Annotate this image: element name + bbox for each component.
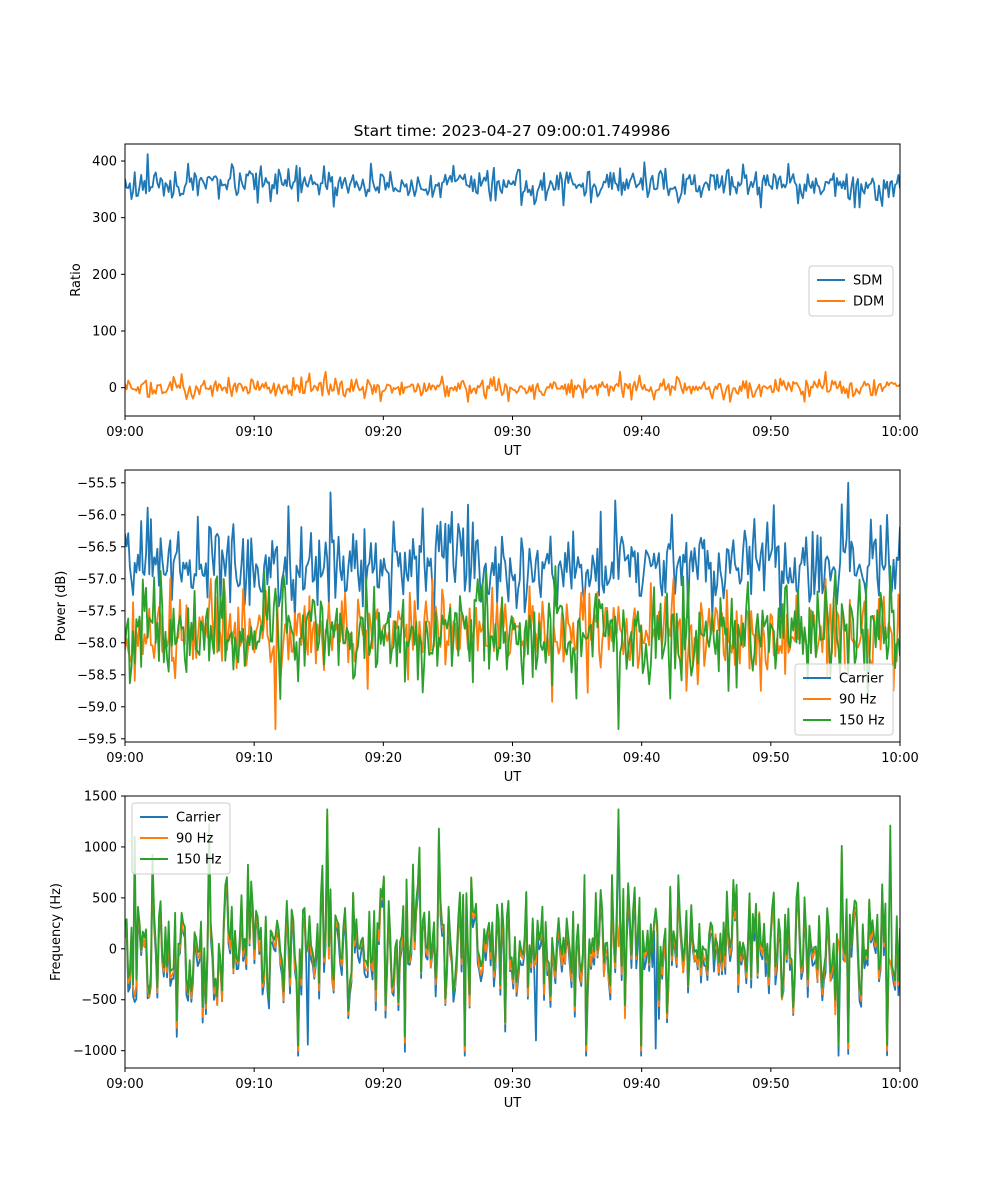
x-tick-label: 09:30 [494, 751, 531, 766]
series-lines [125, 481, 900, 731]
y-tick-label: 1500 [84, 790, 117, 805]
chart-panels: 09:00 09:10 09:20 09:30 09:40 09:50 10:00 0 100 2… [49, 143, 919, 1112]
x-tick-label: 09:00 [106, 751, 143, 766]
x-tick-label: 09:00 [106, 425, 143, 440]
chart-panel-1: 09:00 09:10 09:20 09:30 09:40 09:50 10:00 0 100 2… [69, 143, 919, 459]
x-tick-label: 09:50 [752, 425, 789, 440]
y-tick-label: 0 [109, 381, 117, 396]
chart-panel-3: 09:00 09:10 09:20 09:30 09:40 09:50 10:00 −1000… [49, 790, 919, 1112]
x-tick-label: 10:00 [881, 425, 918, 440]
y-axis-label: Power (dB) [54, 571, 69, 642]
x-tick-label: 09:20 [365, 751, 402, 766]
y-tick-label: −59.5 [77, 732, 117, 747]
y-tick-label: 0 [109, 942, 117, 957]
legend-label-sdm: SDM [853, 274, 882, 289]
y-tick-label: 200 [92, 268, 117, 283]
y-axis-label: Frequency (Hz) [49, 883, 64, 981]
legend-label-carrier: Carrier [839, 672, 884, 687]
y-tick-label: −58.5 [77, 668, 117, 683]
legend-box [808, 265, 894, 317]
series-line-carrier [125, 481, 900, 619]
y-tick-label: 400 [92, 155, 117, 170]
x-tick-label: 09:20 [365, 425, 402, 440]
legend: Carrier 90 Hz 150 Hz [131, 802, 231, 875]
y-tick-label: 1000 [84, 840, 117, 855]
legend-label-90-hz: 90 Hz [176, 832, 213, 847]
x-axis-label: UT [504, 770, 522, 785]
x-tick-label: 09:40 [623, 1077, 660, 1092]
legend-label-90-hz: 90 Hz [839, 693, 876, 708]
legend-label-ddm: DDM [853, 295, 884, 310]
legend-box [794, 663, 894, 736]
x-tick-label: 09:30 [494, 1077, 531, 1092]
x-tick-label: 09:20 [365, 1077, 402, 1092]
y-tick-label: 300 [92, 211, 117, 226]
x-tick-label: 09:10 [235, 751, 272, 766]
figure-title: Start time: 2023-04-27 09:00:01.749986 [354, 122, 671, 140]
y-axis-label: Ratio [69, 263, 84, 296]
y-tick-label: −56.5 [77, 540, 117, 555]
series-line-150-hz [125, 565, 900, 731]
series-lines [125, 808, 900, 1057]
chart-panel-2: 09:00 09:10 09:20 09:30 09:40 09:50 10:00 −59.5… [54, 469, 919, 785]
y-tick-label: 500 [92, 891, 117, 906]
legend-label-150-hz: 150 Hz [176, 853, 222, 868]
y-tick-label: −58.0 [77, 636, 117, 651]
x-tick-label: 09:30 [494, 425, 531, 440]
x-tick-label: 10:00 [881, 1077, 918, 1092]
legend-label-150-hz: 150 Hz [839, 714, 885, 729]
x-tick-label: 09:10 [235, 425, 272, 440]
x-tick-label: 09:10 [235, 1077, 272, 1092]
x-tick-label: 10:00 [881, 751, 918, 766]
series-line-ddm [125, 370, 900, 403]
series-line-150-hz [125, 808, 900, 1047]
legend-label-carrier: Carrier [176, 811, 221, 826]
x-tick-label: 09:40 [623, 751, 660, 766]
x-axis-label: UT [504, 1096, 522, 1111]
legend: SDM DDM [808, 265, 894, 317]
x-tick-label: 09:40 [623, 425, 660, 440]
y-tick-label: −1000 [73, 1044, 117, 1059]
series-line-sdm [125, 153, 900, 209]
y-tick-label: −56.0 [77, 508, 117, 523]
series-lines [125, 153, 900, 403]
y-tick-label: −500 [81, 993, 117, 1008]
y-tick-label: −57.5 [77, 604, 117, 619]
x-tick-label: 09:00 [106, 1077, 143, 1092]
y-tick-label: −57.0 [77, 572, 117, 587]
x-tick-label: 09:50 [752, 1077, 789, 1092]
y-tick-label: −55.5 [77, 476, 117, 491]
y-tick-label: −59.0 [77, 700, 117, 715]
y-tick-label: 100 [92, 325, 117, 340]
legend-box [131, 802, 231, 875]
x-axis-label: UT [504, 444, 522, 459]
legend: Carrier 90 Hz 150 Hz [794, 663, 894, 736]
x-tick-label: 09:50 [752, 751, 789, 766]
